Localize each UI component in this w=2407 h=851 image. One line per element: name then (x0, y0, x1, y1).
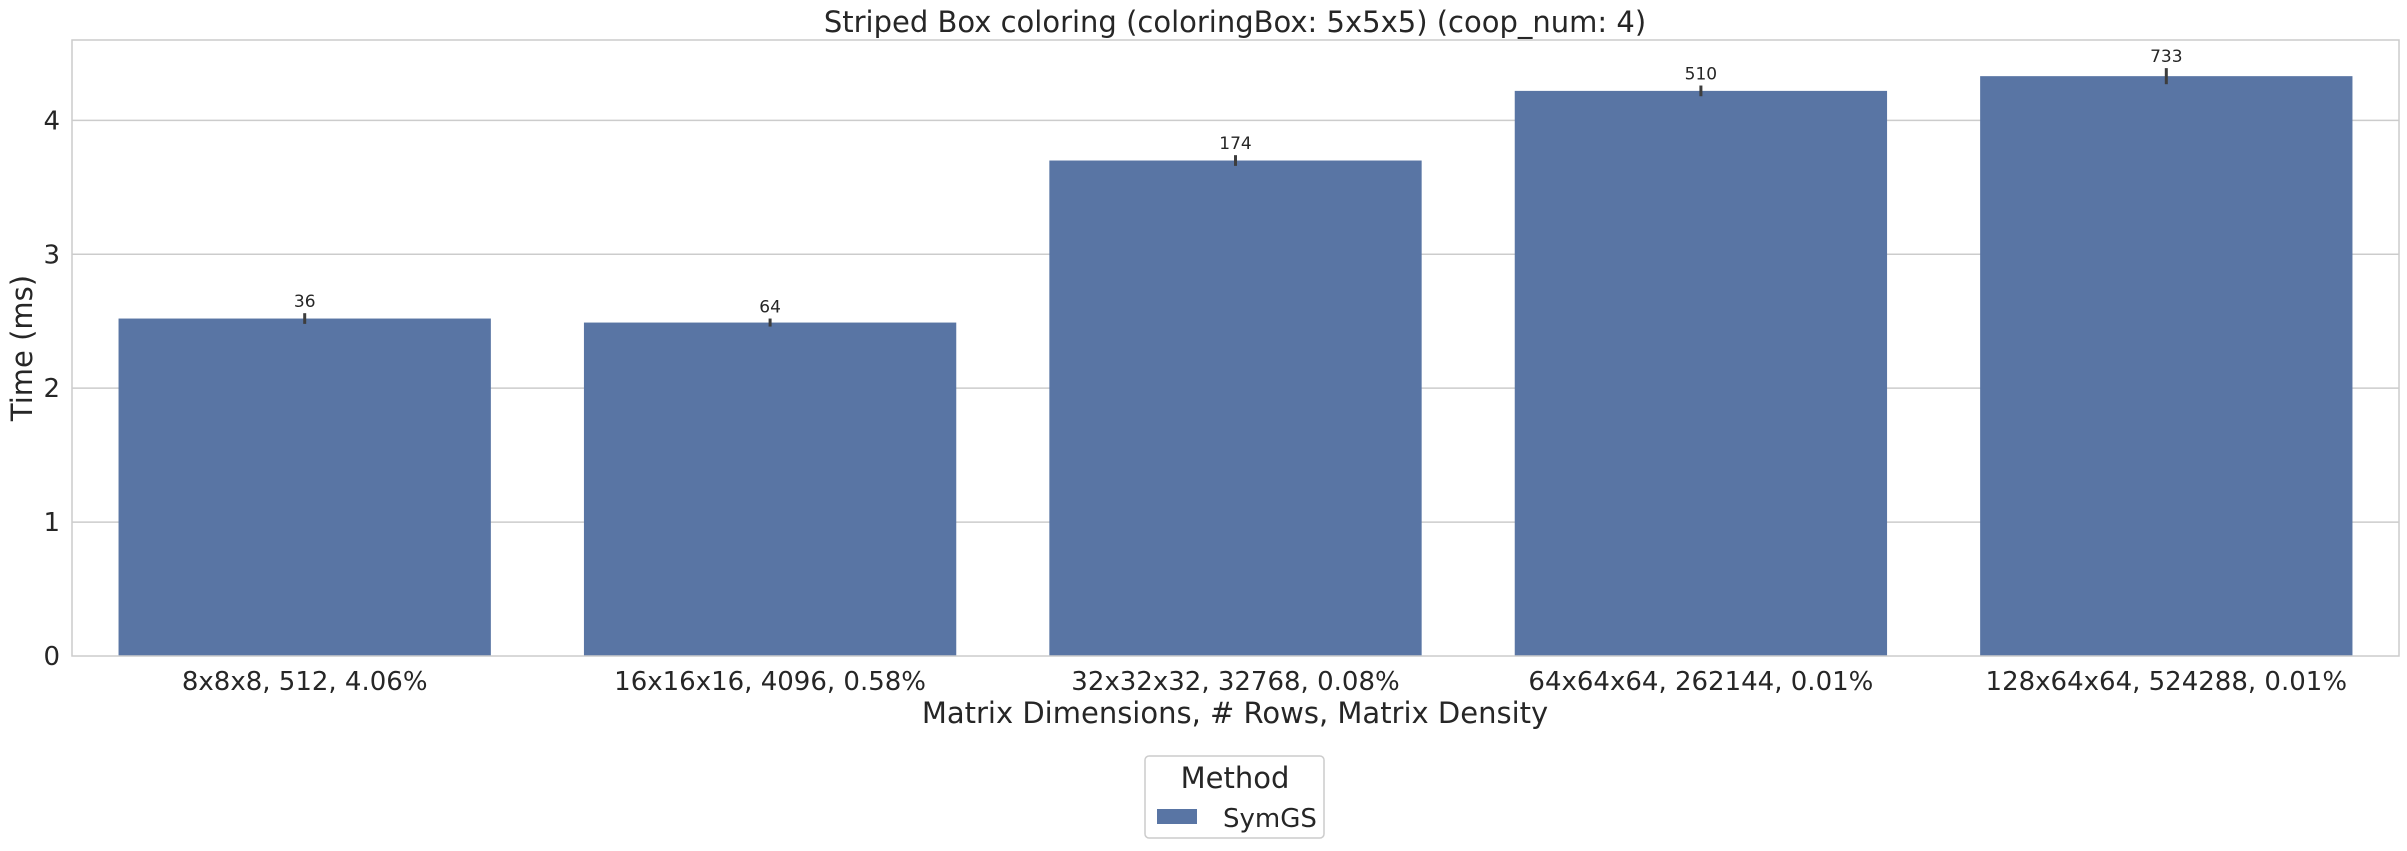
x-tick-label: 16x16x16, 4096, 0.58% (614, 667, 926, 697)
x-tick-label: 64x64x64, 262144, 0.01% (1528, 667, 1873, 697)
y-tick-label: 4 (43, 106, 60, 136)
bar (118, 318, 491, 656)
bar-data-label: 733 (2150, 47, 2182, 67)
x-tick-label: 128x64x64, 524288, 0.01% (1986, 667, 2347, 697)
bar (1514, 90, 1888, 656)
legend-title: Method (1181, 761, 1290, 795)
bar-data-label: 510 (1685, 65, 1717, 85)
bars (118, 76, 2353, 657)
bar-data-label: 174 (1219, 134, 1251, 154)
bar-data-label: 64 (759, 298, 781, 318)
y-axis-label: Time (ms) (5, 275, 39, 422)
error-bars (303, 68, 2168, 327)
bar (583, 322, 957, 656)
x-axis-label: Matrix Dimensions, # Rows, Matrix Densit… (922, 696, 1548, 730)
x-tick-label: 32x32x32, 32768, 0.08% (1071, 667, 1399, 697)
chart-title: Striped Box coloring (coloringBox: 5x5x5… (824, 5, 1646, 39)
y-tick-label: 0 (43, 642, 60, 672)
y-tick-label: 3 (43, 240, 60, 270)
x-tick-label: 8x8x8, 512, 4.06% (182, 667, 428, 697)
y-tick-label: 2 (43, 374, 60, 404)
bar (1980, 76, 2353, 657)
y-tick-label: 1 (43, 508, 60, 538)
legend-label: SymGS (1223, 804, 1317, 834)
legend: Method SymGS (1144, 755, 1325, 839)
x-tick-labels: 8x8x8, 512, 4.06% 16x16x16, 4096, 0.58% 32… (182, 667, 2347, 697)
data-labels: 36 64 174 510 733 (294, 47, 2183, 317)
bar-data-label: 36 (294, 292, 316, 312)
plot-frame (71, 39, 2400, 657)
y-tick-labels: 0 1 2 3 4 (43, 106, 60, 672)
legend-swatch (1157, 809, 1197, 824)
bar (1049, 160, 1422, 657)
